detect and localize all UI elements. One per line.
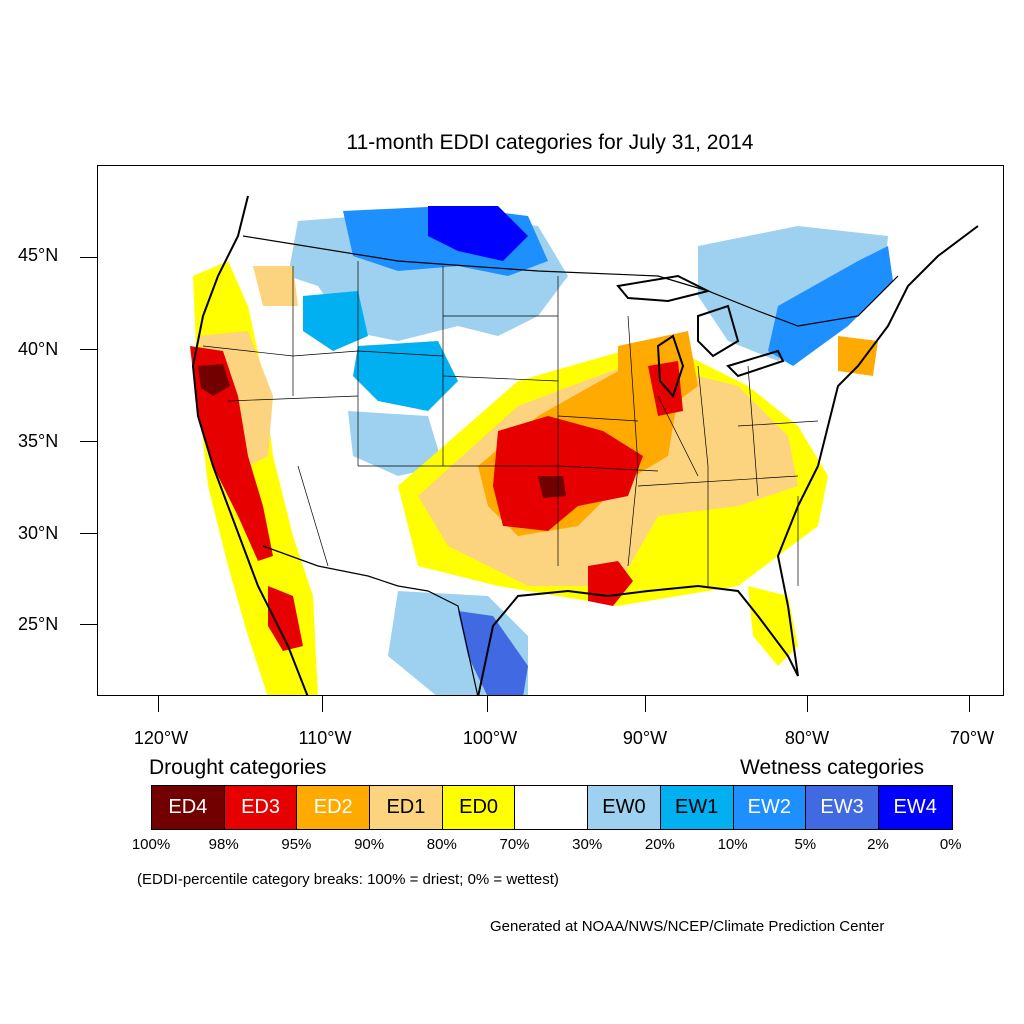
- lon-label-110: 110°W: [298, 728, 352, 748]
- lon-label-100: 100°W: [462, 728, 518, 748]
- legend-category-ew1: EW1: [660, 786, 734, 829]
- legend-category-ew4: EW4: [878, 786, 952, 829]
- lat-label-40: 40°N: [18, 339, 59, 359]
- legend-break-label: 80%: [426, 836, 457, 853]
- california-ed3-region: [190, 346, 273, 561]
- eddi-map: [190, 195, 979, 695]
- lon-tick-90: [645, 696, 646, 712]
- lat-tick-40: [80, 349, 97, 350]
- legend-break-label: 98%: [208, 836, 239, 853]
- lat-label-30: 30°N: [18, 523, 59, 543]
- legend-break-label: 2%: [867, 836, 889, 853]
- legend-category-ew3: EW3: [806, 786, 879, 829]
- lon-label-90: 90°W: [622, 728, 668, 748]
- ontario-quebec-wet-core: [768, 246, 893, 366]
- legend-break-label: 0%: [939, 836, 962, 853]
- legend-break-label: 5%: [794, 836, 817, 853]
- category-color-legend: ED4 ED3 ED2 ED1 ED0 EW0 EW1 EW2 EW3 EW4: [151, 785, 953, 830]
- lat-tick-30: [80, 533, 97, 534]
- colorado-wet-region: [348, 411, 443, 476]
- lon-tick-120: [158, 696, 159, 712]
- legend-break-label: 100%: [131, 836, 171, 853]
- oregon-ed1-patch: [253, 266, 298, 306]
- legend-category-neutral: [515, 786, 589, 829]
- wetness-categories-heading: Wetness categories: [740, 756, 925, 779]
- boundary-lines: [191, 195, 979, 695]
- idaho-wet-region: [303, 291, 368, 351]
- lat-tick-45: [80, 257, 97, 258]
- lat-tick-35: [80, 441, 97, 442]
- legend-category-ed1: ED1: [370, 786, 443, 829]
- lon-tick-80: [807, 696, 808, 712]
- drought-categories-heading: Drought categories: [149, 756, 327, 779]
- lon-label-120: 120°W: [133, 728, 189, 748]
- lake-erie: [726, 349, 785, 378]
- drought-regions: [190, 261, 878, 695]
- map-title: 11-month EDDI categories for July 31, 20…: [346, 131, 754, 154]
- legend-break-label: 30%: [572, 836, 603, 853]
- legend-category-ed4: ED4: [152, 786, 225, 829]
- legend-category-ed2: ED2: [297, 786, 371, 829]
- west-coastline: [191, 195, 309, 695]
- dakota-very-wet-core: [428, 206, 528, 261]
- credit-line: Generated at NOAA/NWS/NCEP/Climate Predi…: [490, 918, 885, 935]
- gulf-coastline: [477, 584, 799, 695]
- legend-category-ed0: ED0: [442, 786, 516, 829]
- lake-michigan: [656, 334, 685, 398]
- california-ed4-core: [198, 364, 230, 396]
- lon-tick-70: [969, 696, 970, 712]
- kansas-missouri-ed3-core: [493, 416, 643, 531]
- legend-break-label: 90%: [354, 836, 385, 853]
- lon-tick-100: [487, 696, 488, 712]
- wyoming-wet-region: [353, 341, 458, 411]
- lon-label-80: 80°W: [784, 728, 830, 748]
- lon-tick-110: [322, 696, 323, 712]
- legend-break-label: 20%: [644, 836, 675, 853]
- legend-break-label: 10%: [717, 836, 748, 853]
- legend-category-ed3: ED3: [224, 786, 298, 829]
- map-plot-area: [97, 165, 1004, 696]
- lat-label-35: 35°N: [18, 431, 59, 451]
- category-breaks-note: (EDDI-percentile category breaks: 100% =…: [137, 871, 559, 888]
- baja-ed3-patch: [268, 586, 303, 651]
- oklahoma-ed4-core: [538, 476, 566, 498]
- texas-coast-wet-core: [458, 611, 528, 695]
- us-mexico-border: [262, 545, 479, 695]
- florida-ed0-region: [748, 586, 798, 666]
- lake-superior: [616, 274, 711, 303]
- legend-category-ew2: EW2: [733, 786, 807, 829]
- legend-category-ew0: EW0: [588, 786, 661, 829]
- legend-break-label: 95%: [281, 836, 312, 853]
- lat-label-45: 45°N: [18, 245, 59, 265]
- lat-label-25: 25°N: [18, 614, 59, 634]
- lon-label-70: 70°W: [949, 728, 995, 748]
- east-coastline: [776, 225, 979, 677]
- northeast-ed2-patch: [838, 336, 878, 376]
- lake-huron: [697, 304, 740, 358]
- legend-break-label: 70%: [499, 836, 530, 853]
- lat-tick-25: [80, 624, 97, 625]
- state-lines: [202, 261, 819, 586]
